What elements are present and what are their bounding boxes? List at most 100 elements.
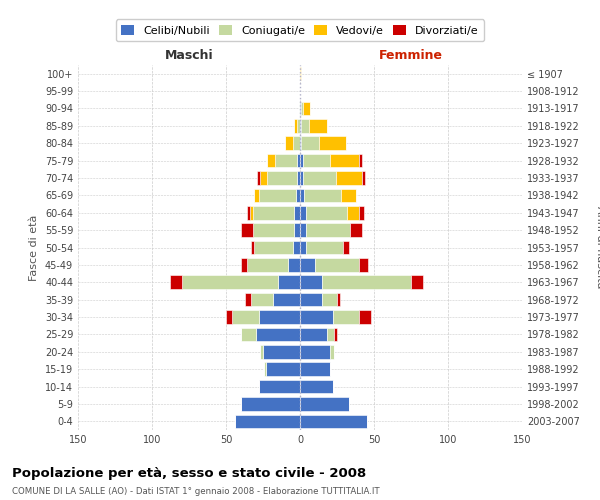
Bar [300,276,322,289]
Bar [337,293,340,306]
Text: COMUNE DI LA SALLE (AO) - Dati ISTAT 1° gennaio 2008 - Elaborazione TUTTITALIA.I: COMUNE DI LA SALLE (AO) - Dati ISTAT 1° … [12,488,380,496]
Bar [347,206,359,220]
Bar [274,293,300,306]
Bar [293,136,300,150]
Bar [300,206,306,220]
Bar [359,154,362,168]
Bar [303,102,310,115]
Y-axis label: Fasce di età: Fasce di età [29,214,39,280]
Bar [297,119,300,132]
Bar [266,362,300,376]
Bar [322,293,337,306]
Bar [300,310,332,324]
Bar [245,293,251,306]
Bar [247,258,288,272]
Bar [297,171,300,185]
Bar [294,206,300,220]
Bar [300,171,303,185]
Bar [241,328,256,341]
Bar [329,345,334,358]
Bar [268,171,297,185]
Bar [241,397,300,410]
Bar [235,414,300,428]
Bar [254,240,293,254]
Bar [300,154,303,168]
Bar [226,310,232,324]
Bar [411,276,423,289]
Bar [315,258,359,272]
Bar [294,224,300,237]
Bar [300,328,326,341]
Bar [256,328,300,341]
Bar [263,345,300,358]
Bar [182,276,278,289]
Bar [254,188,259,202]
Bar [300,119,301,132]
Bar [251,293,274,306]
Bar [303,171,335,185]
Bar [359,258,368,272]
Bar [297,154,300,168]
Bar [343,240,349,254]
Bar [265,362,266,376]
Bar [304,188,341,202]
Bar [300,240,306,254]
Bar [296,188,300,202]
Bar [309,119,326,132]
Bar [260,345,263,358]
Bar [259,188,296,202]
Bar [300,67,301,80]
Bar [300,345,329,358]
Bar [300,380,332,394]
Bar [288,258,300,272]
Bar [253,224,294,237]
Bar [247,206,250,220]
Bar [300,258,315,272]
Bar [300,293,322,306]
Bar [300,102,301,115]
Bar [300,362,329,376]
Bar [319,136,346,150]
Bar [326,328,334,341]
Bar [359,206,364,220]
Bar [285,136,293,150]
Bar [300,224,306,237]
Text: Popolazione per età, sesso e stato civile - 2008: Popolazione per età, sesso e stato civil… [12,468,366,480]
Bar [253,206,294,220]
Bar [306,240,343,254]
Bar [306,224,350,237]
Text: Femmine: Femmine [379,48,443,62]
Bar [300,397,349,410]
Bar [303,154,329,168]
Bar [301,102,303,115]
Bar [322,276,411,289]
Bar [329,154,359,168]
Bar [332,310,359,324]
Bar [293,240,300,254]
Bar [301,136,319,150]
Bar [260,171,268,185]
Bar [241,224,253,237]
Text: Maschi: Maschi [164,48,214,62]
Bar [341,188,356,202]
Y-axis label: Anni di nascita: Anni di nascita [595,206,600,289]
Bar [268,154,275,168]
Bar [301,119,309,132]
Bar [259,310,300,324]
Bar [300,188,304,202]
Bar [241,258,247,272]
Bar [250,206,253,220]
Bar [232,310,259,324]
Bar [306,206,347,220]
Legend: Celibi/Nubili, Coniugati/e, Vedovi/e, Divorziati/e: Celibi/Nubili, Coniugati/e, Vedovi/e, Di… [116,20,484,42]
Bar [259,380,300,394]
Bar [278,276,300,289]
Bar [275,154,297,168]
Bar [300,136,301,150]
Bar [251,240,254,254]
Bar [334,328,337,341]
Bar [350,224,362,237]
Bar [170,276,182,289]
Bar [294,119,297,132]
Bar [299,102,300,115]
